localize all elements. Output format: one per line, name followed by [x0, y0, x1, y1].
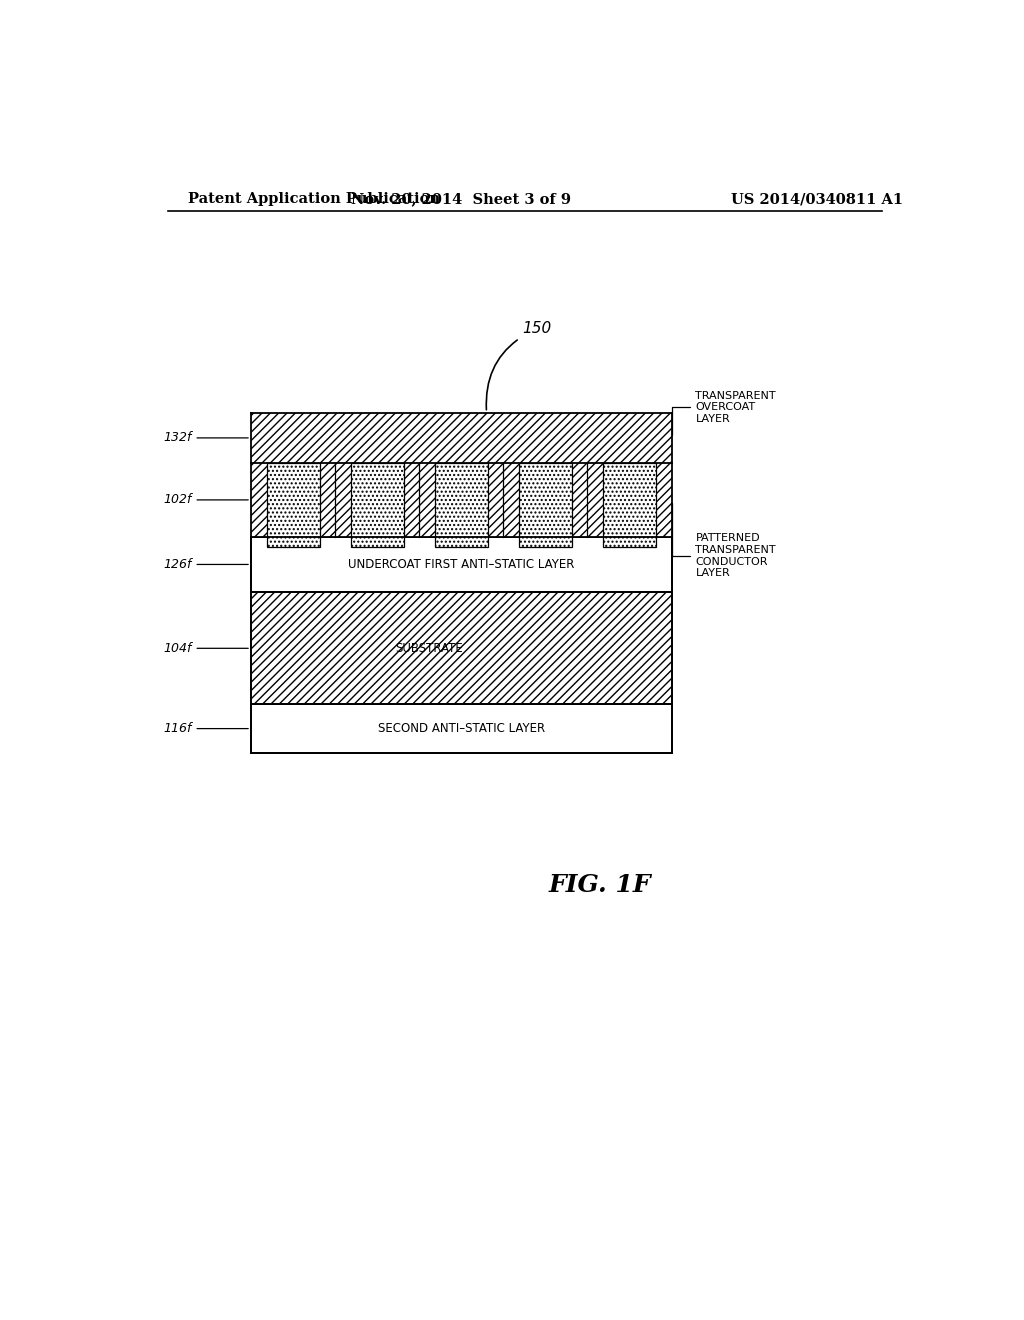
- Text: PATTERNED
TRANSPARENT
CONDUCTOR
LAYER: PATTERNED TRANSPARENT CONDUCTOR LAYER: [672, 503, 776, 578]
- Bar: [251, 536, 672, 593]
- Bar: [251, 413, 672, 463]
- Bar: [251, 704, 672, 752]
- Bar: [251, 593, 672, 704]
- Text: Nov. 20, 2014  Sheet 3 of 9: Nov. 20, 2014 Sheet 3 of 9: [351, 191, 571, 206]
- Bar: [251, 412, 672, 536]
- Text: TRANSPARENT
OVERCOAT
LAYER: TRANSPARENT OVERCOAT LAYER: [672, 391, 776, 436]
- Text: 126f: 126f: [163, 558, 248, 572]
- Text: 132f: 132f: [163, 432, 248, 445]
- Text: 102f: 102f: [163, 494, 248, 507]
- Text: 116f: 116f: [163, 722, 248, 735]
- Text: Patent Application Publication: Patent Application Publication: [187, 191, 439, 206]
- Text: SECOND ANTI–STATIC LAYER: SECOND ANTI–STATIC LAYER: [378, 722, 545, 735]
- Bar: [603, 463, 656, 546]
- Text: SUBSTRATE: SUBSTRATE: [395, 642, 464, 655]
- Text: 104f: 104f: [163, 642, 248, 655]
- Bar: [435, 463, 487, 546]
- Bar: [350, 463, 403, 546]
- Text: UNDERCOAT FIRST ANTI–STATIC LAYER: UNDERCOAT FIRST ANTI–STATIC LAYER: [348, 558, 574, 572]
- Bar: [266, 463, 319, 546]
- Text: 150: 150: [486, 321, 552, 409]
- Text: US 2014/0340811 A1: US 2014/0340811 A1: [731, 191, 903, 206]
- Bar: [519, 463, 572, 546]
- Text: FIG. 1F: FIG. 1F: [549, 873, 651, 898]
